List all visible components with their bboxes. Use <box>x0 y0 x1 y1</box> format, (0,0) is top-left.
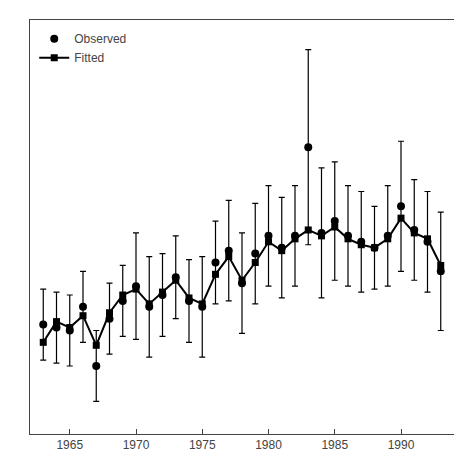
svg-text:Observed: Observed <box>74 32 126 46</box>
svg-text:1965: 1965 <box>56 438 83 452</box>
svg-text:1975: 1975 <box>189 438 216 452</box>
svg-text:1990: 1990 <box>388 438 415 452</box>
svg-text:1980: 1980 <box>255 438 282 452</box>
svg-text:1970: 1970 <box>123 438 150 452</box>
svg-text:1985: 1985 <box>321 438 348 452</box>
svg-text:Fitted: Fitted <box>74 51 104 65</box>
